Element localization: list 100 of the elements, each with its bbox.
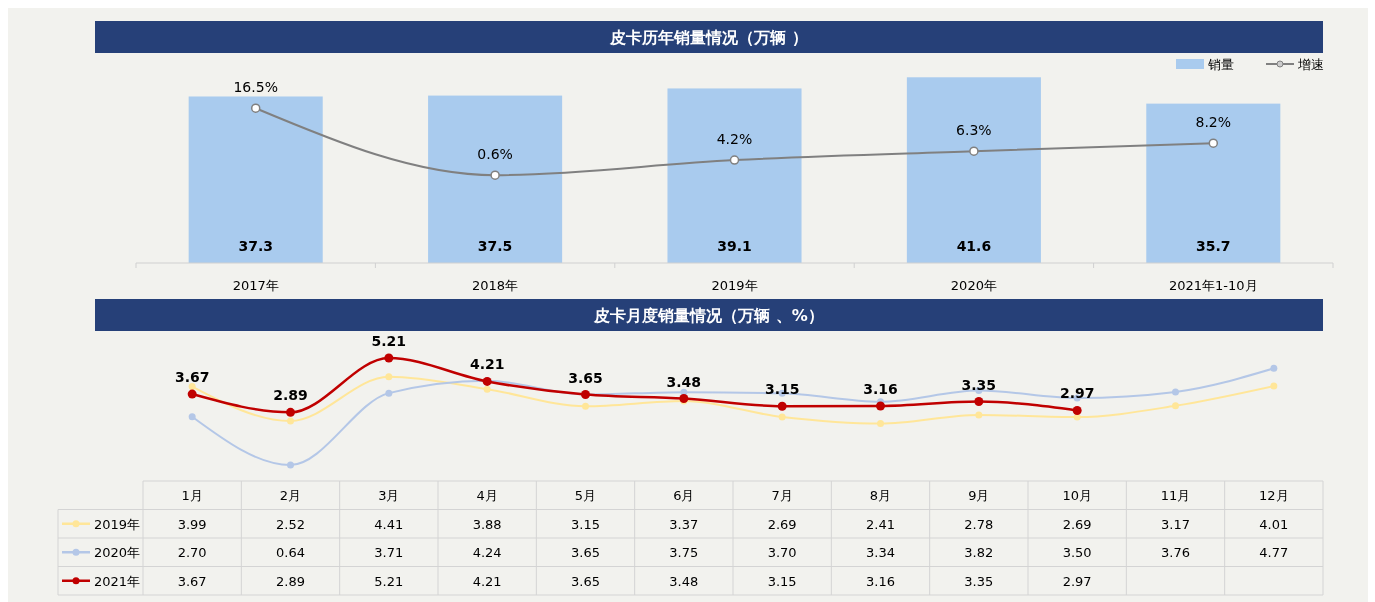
data-label: 2.69 [1062, 516, 1092, 532]
data-label: 3.67 [177, 573, 207, 589]
point [1270, 382, 1278, 390]
point [877, 420, 884, 428]
chart-title: 皮卡月度销量情况（万辆 、%） [593, 306, 824, 325]
x-tick-label: 11月 [1160, 488, 1191, 504]
x-tick-label: 3月 [378, 488, 400, 504]
data-label: 3.15 [767, 573, 797, 589]
legend-label: 2021年 [94, 573, 141, 589]
data-label: 3.88 [472, 516, 502, 532]
data-label: 0.64 [276, 545, 305, 561]
data-label: 3.82 [964, 545, 994, 561]
x-tick-label: 6月 [673, 488, 695, 504]
text: 3.48 [666, 373, 702, 390]
data-label: 2.89 [276, 573, 305, 589]
data-label: 2.70 [177, 545, 207, 561]
point [974, 397, 984, 407]
x-tick-label: 1月 [181, 488, 203, 504]
bar [188, 96, 323, 263]
data-label: 3.48 [669, 573, 699, 589]
data-label: 3.17 [1161, 516, 1190, 532]
x-tick-label: 2021年1-10月 [1169, 278, 1258, 293]
point [969, 146, 979, 156]
data-label: 8.2% [1195, 114, 1232, 131]
data-label: 4.01 [1259, 516, 1289, 532]
x-tick-label: 2020年 [950, 278, 997, 293]
point [187, 389, 197, 399]
chart-title: 皮卡历年销量情况（万辆 ） [609, 28, 808, 47]
data-label: 5.21 [374, 573, 404, 589]
text: 3.16 [863, 381, 898, 398]
point [483, 385, 491, 393]
data-label: 37.3 [238, 238, 273, 254]
point [1208, 138, 1219, 148]
legend-label: 2020年 [94, 545, 141, 561]
data-label: 4.2% [716, 131, 753, 148]
bar [428, 95, 563, 263]
text: 4.21 [469, 356, 505, 373]
data-label: 3.99 [177, 516, 207, 532]
data-label: 3.65 [571, 545, 600, 561]
data-label: 3.35 [964, 573, 994, 589]
text: 2.97 [1059, 385, 1095, 402]
x-tick-label: 8月 [869, 488, 892, 504]
data-label: 2.41 [866, 516, 895, 532]
point [188, 413, 196, 421]
data-label: 2.69 [767, 516, 797, 532]
text: 3.67 [174, 369, 210, 386]
point [287, 417, 294, 425]
point [250, 103, 261, 113]
x-tick-label: 2018年 [472, 278, 519, 293]
point [876, 401, 885, 411]
point [1072, 405, 1082, 415]
point [385, 389, 393, 397]
data-label: 3.37 [669, 516, 699, 532]
text: 3.15 [764, 381, 800, 398]
point [729, 155, 740, 165]
data-label: 3.65 [571, 573, 600, 589]
point [1172, 388, 1179, 396]
x-tick-label: 9月 [968, 488, 990, 504]
data-label: 2.52 [276, 516, 305, 532]
text: 2.89 [273, 387, 308, 404]
point [490, 170, 500, 180]
data-label: 4.21 [472, 573, 502, 589]
data-label: 3.75 [669, 545, 699, 561]
x-tick-label: 12月 [1259, 488, 1289, 504]
point [778, 413, 786, 421]
data-label: 4.77 [1259, 545, 1289, 561]
point [1172, 402, 1179, 410]
data-label: 16.5% [233, 79, 278, 96]
x-tick-label: 2017年 [232, 278, 279, 293]
legend-label: 销量 [1207, 57, 1234, 72]
legend-label: 2019年 [94, 516, 141, 532]
x-tick-label: 2月 [279, 488, 302, 504]
data-label: 39.1 [717, 238, 752, 254]
data-label: 37.5 [477, 238, 513, 254]
text: 5.21 [371, 333, 407, 349]
data-label: 41.6 [956, 238, 992, 254]
x-tick-label: 2019年 [711, 278, 758, 293]
legend-label: 增速 [1297, 57, 1324, 72]
data-label: 3.76 [1161, 545, 1190, 561]
data-label: 3.16 [866, 573, 895, 589]
data-label: 3.15 [571, 516, 600, 532]
point [975, 411, 983, 419]
data-label: 2.78 [964, 516, 994, 532]
x-tick-label: 10月 [1062, 488, 1092, 504]
point [582, 402, 589, 410]
data-label: 3.50 [1062, 545, 1092, 561]
point [286, 407, 295, 417]
x-tick-label: 4月 [476, 488, 498, 504]
bar [1146, 103, 1281, 263]
bar [667, 88, 802, 263]
point [188, 383, 196, 391]
data-label: 2.97 [1062, 573, 1092, 589]
text: 3.65 [568, 369, 603, 386]
point [1270, 364, 1278, 372]
x-tick-label: 5月 [574, 488, 597, 504]
point [777, 401, 787, 411]
point [287, 461, 294, 469]
data-label: 3.34 [866, 545, 895, 561]
data-label: 35.7 [1196, 238, 1231, 254]
data-label: 0.6% [477, 146, 513, 163]
